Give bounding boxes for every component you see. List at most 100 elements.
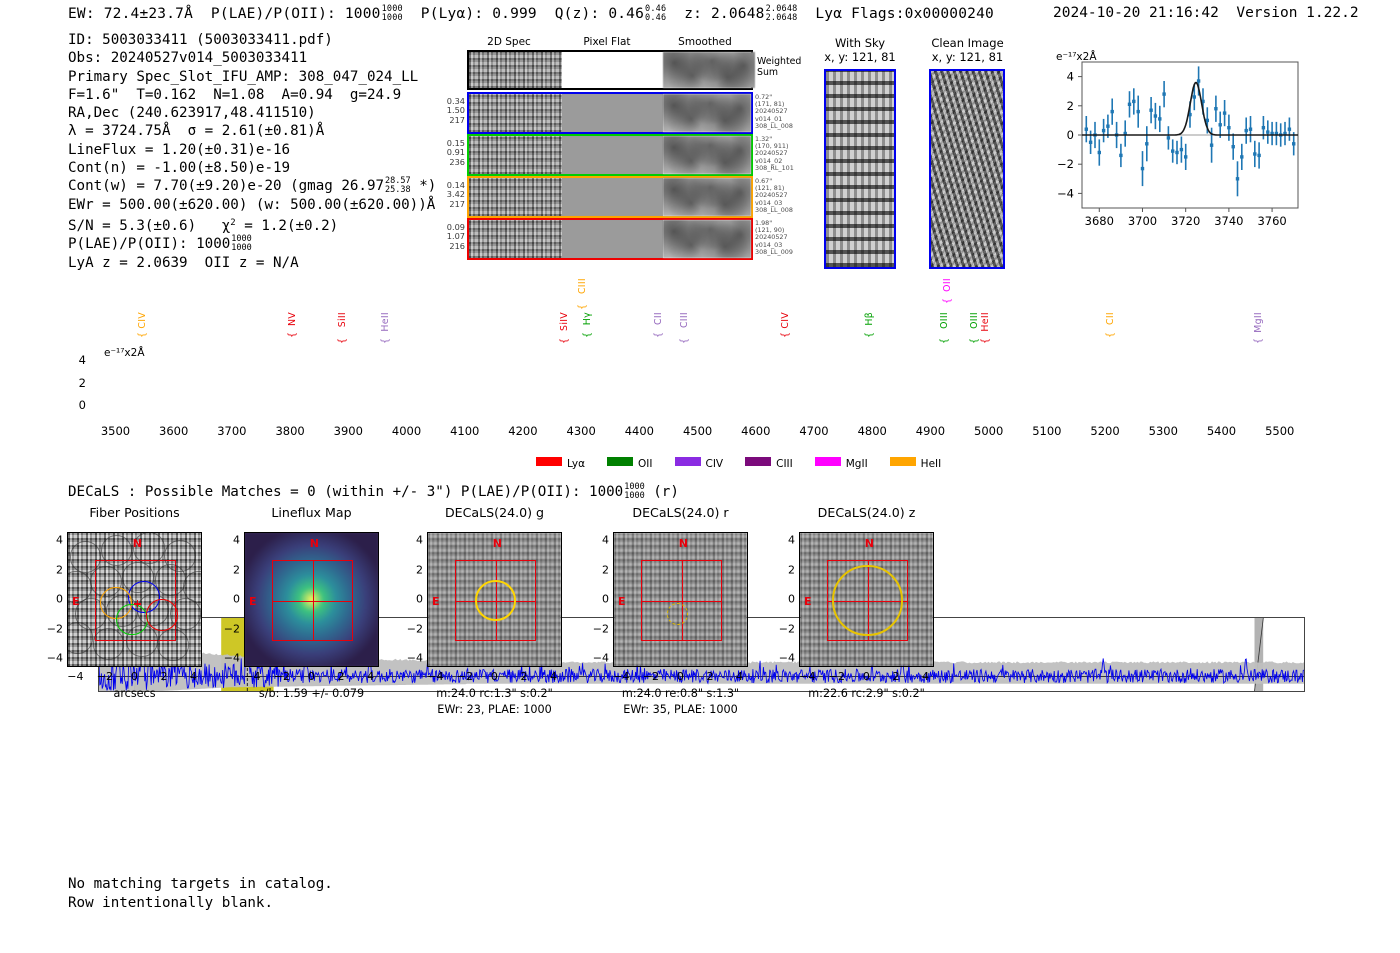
cutout-y-tick: 0	[56, 592, 63, 606]
compass-north: N	[678, 537, 689, 550]
header-z-range: 2.0648 2.0648	[765, 4, 798, 23]
fiber-weight-value: 0.09	[446, 222, 465, 232]
fiber-weight-value: 0.15	[446, 138, 465, 148]
fiber-meta-line: (121, 90)	[755, 226, 785, 235]
spectrum-x-tick: 5200	[1090, 424, 1120, 438]
fiber-meta-line: (170, 911)	[755, 142, 789, 151]
cutout-y-tick: 0	[788, 592, 795, 606]
cutout-y-tick: −2	[592, 622, 609, 636]
weighted-sum-label: Weighted Sum	[757, 56, 802, 78]
info-cont-w: Cont(w) = 7.70(±9.20)e-20 (gmag 26.97 28.…	[68, 177, 436, 196]
decals-header-value: 1000	[589, 484, 624, 501]
fiber-pixelflat	[562, 136, 663, 174]
cutout-y-tick: 2	[416, 563, 423, 577]
cutout-x-tick: −4	[67, 670, 84, 683]
fiber-weights: 0.14 3.42 217	[435, 180, 465, 209]
emission-line-label: OIII	[969, 312, 981, 329]
fiber-strip-row: 0.34 1.50 217 0.72" (171, 81) 20240527 v014_01…	[447, 92, 793, 134]
compass-east: E	[618, 595, 626, 609]
spectrum-x-tick: 4500	[682, 424, 713, 438]
emission-line-label: SiII	[337, 312, 349, 328]
cutout-x-tick: 2	[160, 670, 168, 683]
emission-line-marker: {	[559, 338, 571, 345]
emission-line-marker: {	[1104, 332, 1116, 339]
spectrum-x-tick: 3500	[100, 424, 131, 438]
selected-fiber-circle	[100, 587, 132, 620]
cutout-x-tick: 2	[520, 670, 528, 683]
compass-north: N	[864, 537, 875, 550]
emission-line-label: HeII	[379, 312, 391, 332]
spectrum-legend: Lyα OII CIV CIII MgII HeII	[536, 452, 963, 471]
spectrum-x-ticks: 3500 3600 3700 3800 3900 4000 4100 4200 4300 4400…	[0, 424, 1400, 442]
fiber-pixelflat	[562, 94, 663, 132]
cutout-title: DECaLS(24.0) g	[444, 505, 545, 520]
svg-text:4: 4	[1067, 70, 1074, 84]
spectrum-x-tick: 4200	[508, 424, 538, 438]
emission-line-label: CIV	[136, 312, 148, 329]
fiber-weights: 0.15 0.91 236	[435, 138, 465, 167]
emission-line-marker: {	[286, 332, 298, 339]
spec2d-panel-group: 2D Spec Pixel Flat Smoothed Weighted Sum	[463, 36, 801, 268]
emission-line-label: CIV	[780, 312, 792, 329]
legend-label: Lyα	[567, 458, 586, 470]
fiber-smoothed	[663, 178, 751, 216]
fiber-smoothed	[663, 220, 751, 258]
cutout-x-tick: −2	[642, 670, 659, 683]
fiber-strip-row: 0.09 1.07 216 1.98" (121, 90) 20240527 v014_03…	[447, 218, 793, 260]
emission-line-marker: {	[864, 332, 876, 339]
emission-line-marker: {	[577, 304, 589, 311]
fiber-pixelflat	[562, 178, 663, 216]
compass-east: E	[249, 595, 257, 609]
svg-text:0: 0	[1067, 128, 1074, 142]
info-primary-spec: Primary Spec_Slot_IFU_AMP: 308_047_024_L…	[68, 68, 419, 85]
weighted-sum-smoothed	[663, 52, 755, 88]
cutout-title: Fiber Positions	[89, 505, 180, 520]
spectrum-y-tick: 4	[78, 353, 86, 368]
fiber-weight-value: 217	[449, 114, 465, 125]
cutout-y-tick: −4	[778, 651, 795, 665]
fiber-weight-value: 1.07	[446, 231, 465, 242]
fiber-circle	[100, 534, 133, 567]
emission-line-marker: {	[136, 332, 148, 339]
fiber-meta-line: v014_03	[755, 240, 783, 249]
fiber-weight-value: 0.34	[446, 96, 465, 106]
fiber-circle	[157, 629, 190, 661]
info-snr: S/N = 5.3(±0.6) χ2 = 1.2(±0.2)	[68, 214, 436, 235]
info-radec: RA,Dec (240.623917,48.411510)	[68, 105, 316, 122]
weighted-sum-strip	[467, 50, 755, 90]
fiber-metadata: 0.72" (171, 81) 20240527 v014_01 308_LL_008	[755, 93, 815, 130]
lineflux-heatmap	[245, 533, 378, 666]
header-summary-line: EW: 72.4±23.7Å P(LAE)/P(OII): 1000 1000 10…	[68, 5, 994, 22]
decals-header-post: (r)	[653, 484, 679, 501]
info-cont-w-pre: Cont(w) = 7.70(±9.20)e-20 (gmag 26.97	[68, 178, 385, 195]
spectrum-x-tick: 3700	[217, 424, 247, 438]
header-plya: P(Lyα): 0.999	[420, 6, 537, 23]
cutout-x-tick: 2	[892, 670, 900, 683]
legend-item: HeII	[889, 457, 941, 470]
header-ew: EW: 72.4±23.7Å	[68, 6, 194, 23]
zoom-plot-unit-label: e⁻¹⁷x2Å	[1056, 51, 1097, 63]
cutout-y-tick: 0	[233, 592, 240, 606]
svg-text:3700: 3700	[1128, 214, 1157, 228]
header-qz-range: 0.46 0.46	[645, 4, 667, 23]
info-seeing: F=1.6" T=0.162 N=1.08 A=0.94 g=24.9	[68, 86, 402, 103]
decals-header-pre: DECaLS : Possible Matches = 0 (within +/…	[68, 484, 581, 501]
fiber-meta-line: 1.32"	[755, 135, 773, 143]
fiber-meta-line: 20240527	[755, 107, 788, 116]
catalog-aperture-circle	[666, 603, 689, 625]
emission-line-label: Hγ	[581, 312, 593, 326]
legend-label: CIV	[705, 458, 724, 470]
svg-text:−4: −4	[1057, 186, 1074, 200]
fiber-meta-line: (121, 81)	[755, 184, 785, 193]
cutout-x-tick: −4	[613, 670, 630, 683]
spectrum-x-tick: 3600	[159, 424, 189, 438]
footer-line-2: Row intentionally blank.	[68, 894, 273, 911]
emission-line-marker: {	[938, 338, 950, 345]
header-timestamp-block: 2024-10-20 21:16:42 Version 1.22.2	[1053, 5, 1359, 21]
fiber-meta-line: 20240527	[755, 191, 788, 200]
fiber-meta-line: v014_01	[755, 114, 783, 123]
svg-text:3740: 3740	[1214, 214, 1243, 228]
emission-line-marker: {	[941, 298, 953, 305]
cutout-x-tick: −2	[273, 670, 290, 683]
svg-text:3720: 3720	[1171, 214, 1200, 228]
